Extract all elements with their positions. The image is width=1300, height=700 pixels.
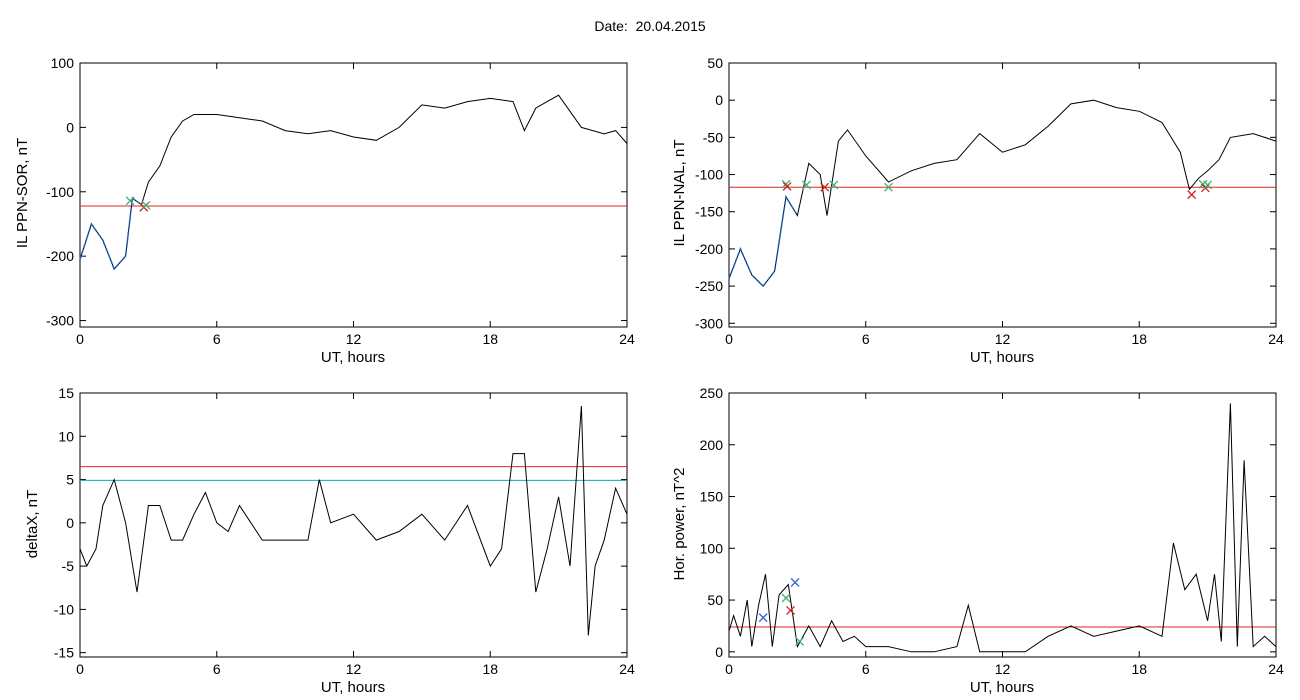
panel-ppn-nal: IL PPN-NAL, nT UT, hours [671, 140, 1034, 366]
x-tick-label: 6 [213, 331, 221, 347]
plot-ppn-sor: 0 6 12 18 24 -300 -200 -100 0 100 [46, 55, 635, 347]
marker-green [125, 196, 135, 206]
x-tick-label: 24 [619, 661, 635, 677]
marker-green [829, 180, 839, 190]
y-tick-label: 200 [700, 437, 724, 453]
x-tick-label: 12 [346, 331, 362, 347]
plot-frame [728, 62, 1277, 328]
x-tick-label: 12 [995, 331, 1011, 347]
x-tick-label: 18 [1131, 661, 1147, 677]
plot-ppn-nal: 0 6 12 18 24 -300 -250 -200 -150 -100 -50 0 50 [695, 55, 1284, 347]
series-line [79, 94, 628, 270]
plot-deltax: 0 6 12 18 24 -15 -10 -5 0 5 10 15 [54, 385, 635, 677]
y-tick-label: 0 [66, 515, 74, 531]
y-tick-label: -200 [695, 241, 723, 257]
plot-hor-power: 0 6 12 18 24 0 50 100 150 200 250 [700, 385, 1284, 677]
series-line [728, 403, 1277, 653]
x-tick-label: 6 [862, 331, 870, 347]
x-tick-label: 0 [76, 661, 84, 677]
x-tick-label: 12 [346, 661, 362, 677]
y-tick-label: 5 [66, 472, 74, 488]
x-tick-label: 6 [213, 661, 221, 677]
series-line [79, 405, 628, 636]
x-tick-label: 12 [995, 661, 1011, 677]
y-tick-label: 50 [707, 55, 723, 71]
x-tick-label: 18 [482, 331, 498, 347]
y-tick-label: 0 [715, 92, 723, 108]
marker-green [802, 180, 811, 190]
y-tick-label: -10 [54, 601, 74, 617]
marker-green [781, 179, 791, 189]
plot-frame [79, 392, 628, 658]
y-tick-label: -100 [695, 167, 723, 183]
panel-ppn-sor: IL PPN-SOR, nT UT, hours [14, 138, 385, 366]
marker-green [781, 593, 791, 603]
marker-red [1187, 190, 1197, 200]
x-tick-label: 18 [482, 661, 498, 677]
panel-hor-power: Hor. power, nT^2 UT, hours [671, 468, 1034, 696]
y-tick-label: 100 [51, 55, 75, 71]
ylabel-hor-power: Hor. power, nT^2 [671, 468, 688, 581]
y-tick-label: 15 [58, 385, 74, 401]
marker-red [820, 182, 830, 192]
xlabel-hor-power: UT, hours [970, 679, 1034, 696]
xlabel-ppn-sor: UT, hours [321, 349, 385, 366]
y-tick-label: 100 [700, 540, 724, 556]
x-tick-label: 18 [1131, 331, 1147, 347]
marker-red [786, 605, 795, 615]
y-tick-label: 0 [66, 119, 74, 135]
marker-blue [790, 577, 800, 587]
xlabel-deltax: UT, hours [321, 679, 385, 696]
ylabel-ppn-sor: IL PPN-SOR, nT [14, 138, 31, 248]
y-tick-label: 150 [700, 489, 724, 505]
y-tick-label: -300 [46, 313, 74, 329]
page-title: Date: 20.04.2015 [594, 18, 706, 34]
marker-blue [758, 613, 768, 623]
marker-green [884, 182, 894, 192]
x-tick-label: 24 [1268, 661, 1284, 677]
x-tick-label: 0 [725, 661, 733, 677]
xlabel-ppn-nal: UT, hours [970, 349, 1034, 366]
y-tick-label: -15 [54, 645, 74, 661]
y-tick-label: 50 [707, 592, 723, 608]
marker-green [795, 637, 805, 646]
marker-green [141, 200, 151, 210]
highlight-segment [728, 194, 799, 288]
x-tick-label: 0 [725, 331, 733, 347]
y-tick-label: -250 [695, 278, 723, 294]
plot-frame [728, 392, 1277, 658]
x-tick-label: 6 [862, 661, 870, 677]
x-tick-label: 24 [619, 331, 635, 347]
y-tick-label: -200 [46, 248, 74, 264]
y-tick-label: 10 [58, 428, 74, 444]
marker-green [1203, 180, 1213, 190]
marker-red [782, 181, 792, 191]
panel-deltax: deltaX, nT UT, hours [24, 490, 385, 696]
y-tick-label: -100 [46, 184, 74, 200]
y-tick-label: -50 [703, 129, 723, 145]
y-tick-label: -300 [695, 315, 723, 331]
ylabel-ppn-nal: IL PPN-NAL, nT [671, 140, 688, 247]
y-tick-label: 250 [700, 385, 724, 401]
x-tick-label: 24 [1268, 331, 1284, 347]
x-tick-label: 0 [76, 331, 84, 347]
y-tick-label: 0 [715, 644, 723, 660]
ylabel-deltax: deltaX, nT [24, 490, 41, 558]
y-tick-label: -5 [62, 558, 75, 574]
highlight-segment [79, 196, 142, 271]
y-tick-label: -150 [695, 204, 723, 220]
